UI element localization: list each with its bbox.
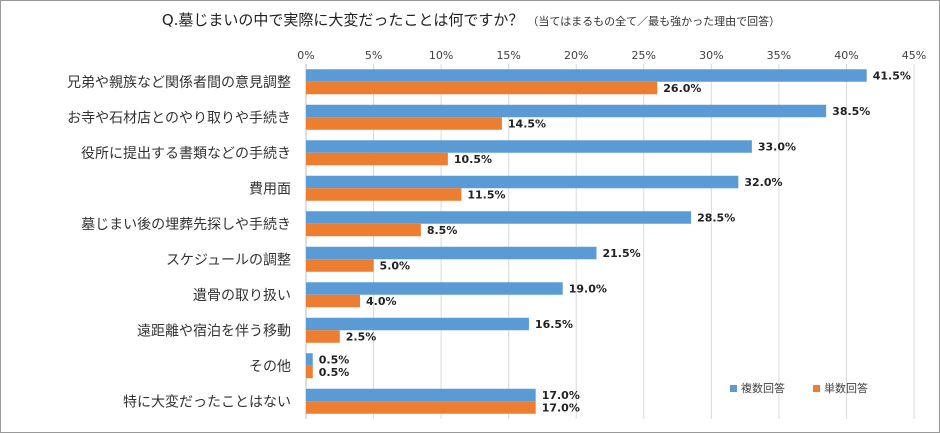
bar-single [306,259,374,272]
data-label: 32.0% [744,176,782,189]
legend-label: 複数回答 [741,381,785,395]
legend-swatch [813,385,820,392]
bar-single [306,365,313,379]
category-label: 特に大変だったことはない [123,393,291,410]
x-tick-label: 30% [699,49,723,62]
data-labels: 41.5% 26.0% 38.5% 14.5% 33.0% 10.5% 32.0% 11.5%… [319,70,911,415]
x-tick-label: 0% [297,49,314,62]
data-label: 28.5% [697,212,735,225]
x-tick-label: 35% [767,49,791,62]
chart-title-main: Q.墓じまいの中で実際に大変だったことは何ですか？ [162,11,524,29]
data-label: 4.0% [366,295,397,308]
data-label: 2.5% [346,331,377,344]
category-label: 墓じまい後の埋葬先探しや手続き [81,216,291,233]
bar-multi [306,388,536,402]
data-label: 26.0% [663,82,701,95]
data-label: 11.5% [467,189,505,202]
x-axis-ticks: 0% 5% 10% 15% 20% 25% 30% 35% 40% 45% [297,49,926,62]
bar-single [306,294,361,308]
bar-single [306,330,340,343]
bar-multi [306,317,529,331]
category-label: スケジュールの調整 [166,252,291,268]
data-label: 21.5% [602,247,640,260]
x-tick-label: 45% [902,49,926,62]
x-tick-label: 25% [632,49,656,62]
data-label: 17.0% [542,402,580,415]
data-label: 10.5% [454,153,492,166]
category-label: 役所に提出する書類などの手続き [81,145,291,162]
category-labels: 兄弟や親族など関係者間の意見調整お寺や石材店とのやり取りや手続き役所に提出する書… [67,74,291,411]
legend: 複数回答 単数回答 [730,381,868,395]
category-label: その他 [249,359,291,375]
data-label: 0.5% [319,354,350,367]
data-label: 5.0% [380,260,411,273]
bar-multi [306,211,692,224]
x-tick-label: 10% [429,49,453,62]
x-tick-label: 15% [496,49,520,62]
chart-title: Q.墓じまいの中で実際に大変だったことは何ですか？ （当てはまるもの全て／最も強か… [162,11,780,29]
data-label: 14.5% [508,118,546,131]
legend-label: 単数回答 [824,381,868,395]
bar-multi [306,104,827,118]
data-label: 0.5% [319,366,350,379]
category-label: 遺骨の取り扱い [193,288,291,304]
category-label: 兄弟や親族など関係者間の意見調整 [67,74,291,91]
bar-multi [306,246,597,260]
bar-multi [306,353,313,366]
category-label: 遠距離や宿泊を伴う移動 [137,322,291,339]
data-label: 38.5% [832,105,870,118]
data-label: 19.0% [569,283,607,296]
bar-multi [306,69,867,82]
data-label: 8.5% [427,224,458,237]
x-tick-label: 5% [365,49,382,62]
bar-multi [306,175,739,189]
bar-single [306,81,658,95]
x-tick-label: 40% [834,49,858,62]
bar-multi [306,282,563,295]
category-label: お寺や石材店とのやり取りや手続き [67,109,291,126]
bar-single [306,152,448,166]
bar-multi [306,140,752,153]
legend-swatch [730,385,737,392]
bar-single [306,188,462,201]
data-label: 33.0% [758,141,796,154]
chart-subtitle: （当てはまるもの全て／最も強かった理由で回答） [527,14,780,28]
data-label: 17.0% [542,389,580,402]
bar-single [306,401,536,414]
bar-single [306,223,421,237]
bar-single [306,117,502,130]
data-label: 16.5% [535,318,573,331]
category-label: 費用面 [249,181,291,197]
x-tick-label: 20% [564,49,588,62]
data-label: 41.5% [873,70,911,83]
bars [306,69,867,414]
